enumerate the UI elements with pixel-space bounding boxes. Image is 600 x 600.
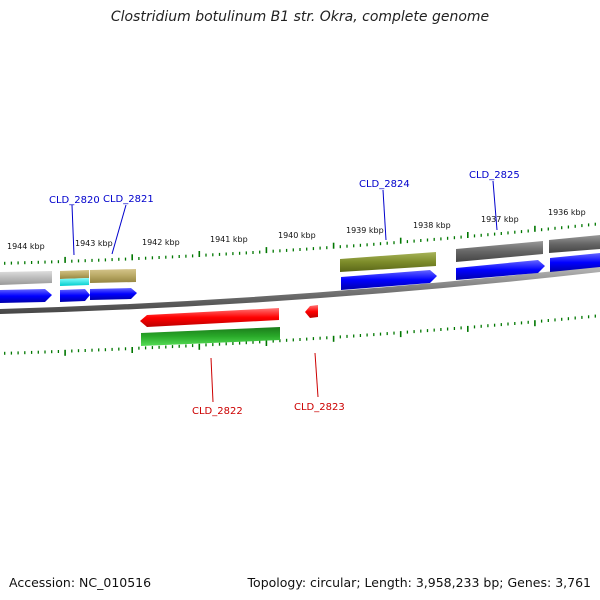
leader-line-2825 [492, 180, 498, 231]
topology-value: circular [310, 575, 357, 590]
lower-ruler-ticks [4, 314, 596, 356]
accession-info: Accession: NC_010516 [9, 575, 151, 590]
feature-green-2822[interactable] [141, 327, 280, 346]
leader-line-2823 [314, 352, 319, 398]
feature-khaki-2820[interactable] [60, 270, 89, 279]
leader-line-2822 [210, 357, 214, 403]
cds-forward-2820[interactable] [60, 289, 90, 302]
ruler-label-1944: 1944 kbp [7, 242, 45, 251]
gene-label-2820[interactable]: CLD_2820 [49, 195, 100, 206]
feature-cyan-2820[interactable] [60, 278, 89, 286]
genome-stats: Topology: circular; Length: 3,958,233 bp… [247, 575, 591, 590]
leader-line-2820 [71, 204, 75, 256]
gene-label-2823[interactable]: CLD_2823 [294, 402, 345, 413]
cds-reverse-2823[interactable] [305, 305, 318, 318]
genes-value: 3,761 [555, 575, 591, 590]
ruler-label-1936: 1936 kbp [548, 208, 586, 217]
feature-olive-2824[interactable] [340, 252, 436, 272]
leader-line-2821 [111, 204, 127, 255]
gene-label-2821[interactable]: CLD_2821 [103, 194, 154, 205]
cds-reverse-2822[interactable] [140, 308, 279, 327]
feature-dark-right[interactable] [549, 235, 600, 253]
accession-label: Accession: [9, 575, 76, 590]
feature-light-grey-left[interactable] [0, 271, 52, 285]
ruler-label-1943: 1943 kbp [75, 239, 113, 248]
cds-forward-right[interactable] [550, 253, 600, 272]
feature-dark-2825[interactable] [456, 241, 543, 262]
cds-forward-2821[interactable] [90, 288, 137, 300]
cds-forward-left[interactable] [0, 289, 52, 303]
cds-forward-2824[interactable] [341, 270, 437, 290]
cds-forward-2825[interactable] [456, 260, 545, 280]
topology-label: Topology: [247, 575, 307, 590]
length-label: Length: [364, 575, 412, 590]
accession-value: NC_010516 [79, 575, 152, 590]
genes-label: Genes: [507, 575, 552, 590]
map-title: Clostridium botulinum B1 str. Okra, comp… [110, 9, 490, 25]
ruler-label-1937: 1937 kbp [481, 215, 519, 224]
ruler-label-1938: 1938 kbp [413, 221, 451, 230]
length-value: 3,958,233 bp [415, 575, 500, 590]
ruler-label-1940: 1940 kbp [278, 231, 316, 240]
genome-backbone [0, 266, 600, 314]
ruler-label-1939: 1939 kbp [346, 226, 384, 235]
ruler-label-1942: 1942 kbp [142, 238, 180, 247]
feature-khaki-2821[interactable] [90, 269, 136, 283]
gene-label-2822[interactable]: CLD_2822 [192, 406, 243, 417]
upper-ruler-ticks [4, 222, 596, 265]
gene-label-2824[interactable]: CLD_2824 [359, 179, 410, 190]
gene-label-2825[interactable]: CLD_2825 [469, 170, 520, 181]
leader-line-2824 [382, 189, 387, 241]
ruler-label-1941: 1941 kbp [210, 235, 248, 244]
